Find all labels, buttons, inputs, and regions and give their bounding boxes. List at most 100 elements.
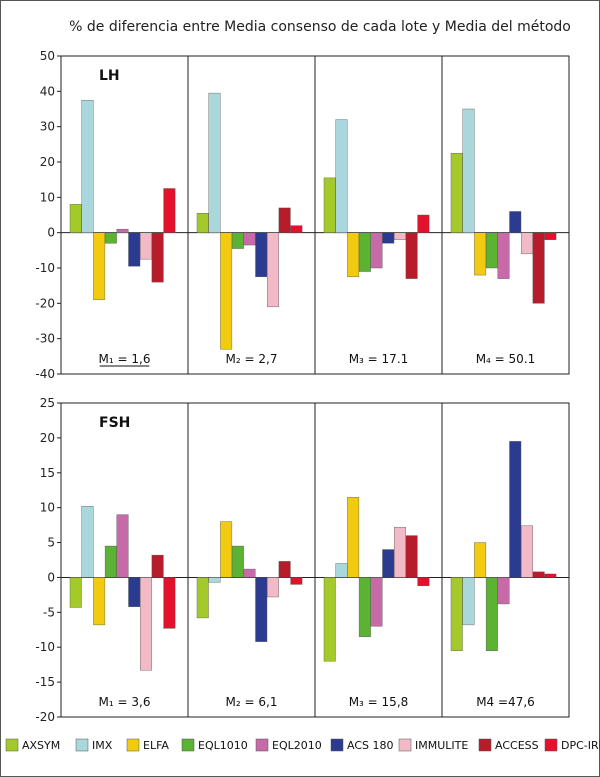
bar bbox=[93, 577, 106, 626]
legend-swatch bbox=[5, 738, 19, 752]
y-tick-label: 25 bbox=[40, 396, 55, 410]
legend-item: IMX bbox=[75, 738, 113, 752]
bar bbox=[93, 232, 106, 301]
bar bbox=[347, 497, 360, 578]
legend-label: AXSYM bbox=[22, 739, 60, 752]
bar bbox=[370, 577, 383, 627]
panel-lh: -40 -30 -20 -10 0 10 20 30 40 50 LH M₁ = 1,6 M₂ = 2,… bbox=[35, 49, 570, 381]
bar bbox=[509, 441, 522, 578]
bar-group: M₂ = 2,7 bbox=[196, 92, 303, 366]
legend-label: ACCESS bbox=[495, 739, 539, 752]
bar bbox=[243, 232, 256, 246]
y-tick-label: 20 bbox=[40, 155, 55, 169]
group-label: M₃ = 17.1 bbox=[349, 352, 409, 366]
bar bbox=[196, 577, 209, 619]
bar bbox=[485, 232, 498, 269]
legend-label: ELFA bbox=[143, 739, 169, 752]
bar bbox=[521, 232, 533, 255]
group-label: M₄ = 50.1 bbox=[476, 352, 536, 366]
group-label: M₂ = 6,1 bbox=[226, 695, 278, 709]
bar bbox=[462, 577, 475, 626]
bar bbox=[163, 188, 176, 233]
bar bbox=[267, 577, 279, 598]
y-tick-label: -20 bbox=[35, 296, 55, 310]
bar bbox=[208, 92, 221, 233]
bar-group: M₃ = 15,8 bbox=[323, 497, 430, 709]
bar bbox=[139, 577, 152, 671]
group-label: M₁ = 1,6 bbox=[99, 352, 151, 366]
y-tick-label: -15 bbox=[35, 675, 55, 689]
bar bbox=[485, 577, 498, 651]
y-tick-label: 50 bbox=[40, 49, 55, 63]
bar bbox=[532, 571, 545, 578]
y-tick-label: 0 bbox=[47, 226, 55, 240]
bar-group: M₄ = 50.1 bbox=[450, 108, 557, 366]
bar bbox=[81, 506, 94, 578]
bar-group: M₁ = 1,6 bbox=[69, 99, 176, 367]
bar bbox=[544, 232, 557, 240]
bar bbox=[163, 577, 176, 629]
bar bbox=[544, 573, 557, 578]
bar bbox=[347, 232, 360, 278]
bar bbox=[462, 108, 475, 233]
legend-swatch bbox=[181, 738, 195, 752]
bar bbox=[116, 514, 129, 578]
bar-group: M₁ = 3,6 bbox=[69, 506, 176, 709]
bar bbox=[128, 577, 141, 607]
bar bbox=[358, 232, 371, 272]
bar bbox=[290, 577, 303, 585]
bar bbox=[521, 525, 533, 578]
bar bbox=[532, 232, 545, 304]
y-tick-label: 30 bbox=[40, 120, 55, 134]
bar bbox=[474, 232, 487, 276]
group-label: M₃ = 15,8 bbox=[349, 695, 409, 709]
legend-label: ACS 180 bbox=[347, 739, 394, 752]
group-label: M₁ = 3,6 bbox=[99, 695, 151, 709]
bar bbox=[323, 577, 336, 662]
y-tick-label: -30 bbox=[35, 332, 55, 346]
bar bbox=[231, 232, 244, 249]
legend-item: AXSYM bbox=[5, 738, 60, 752]
legend-label: DPC-IRMA bbox=[561, 739, 600, 752]
legend-item: ELFA bbox=[126, 738, 169, 752]
legend-swatch bbox=[126, 738, 140, 752]
legend-label: EQL1010 bbox=[198, 739, 248, 752]
y-tick-label: 5 bbox=[47, 536, 55, 550]
bar bbox=[196, 213, 209, 233]
bar-group: M₃ = 17.1 bbox=[323, 119, 430, 366]
bar bbox=[116, 228, 129, 233]
legend-item: EQL2010 bbox=[255, 738, 322, 752]
panel-label: FSH bbox=[99, 415, 130, 431]
bar bbox=[243, 568, 256, 578]
y-tick-label: 20 bbox=[40, 431, 55, 445]
panel-label: LH bbox=[99, 68, 120, 84]
bar bbox=[370, 232, 383, 269]
bar-group: M4 =47,6 bbox=[450, 441, 557, 709]
bar bbox=[497, 232, 510, 279]
bar bbox=[267, 232, 279, 308]
bar bbox=[104, 232, 117, 244]
bar bbox=[474, 542, 487, 578]
bar bbox=[255, 232, 268, 278]
legend-swatch bbox=[478, 738, 492, 752]
bar bbox=[335, 563, 348, 578]
bar-group: M₂ = 6,1 bbox=[196, 521, 303, 709]
bar bbox=[139, 232, 152, 260]
bar bbox=[69, 577, 82, 608]
bar bbox=[323, 177, 336, 233]
y-tick-label: -10 bbox=[35, 640, 55, 654]
bar bbox=[220, 521, 233, 578]
panel-fsh: -20 -15 -10 -5 0 5 10 15 20 25 FSH M₁ = 3,6 M₂ = 6,1… bbox=[35, 396, 570, 724]
legend-label: IMMULITE bbox=[415, 739, 468, 752]
bar bbox=[255, 577, 268, 642]
y-tick-label: 15 bbox=[40, 466, 55, 480]
bar bbox=[151, 232, 164, 283]
legend-item: ACCESS bbox=[478, 738, 539, 752]
legend-item: IMMULITE bbox=[398, 738, 468, 752]
bar bbox=[220, 232, 233, 350]
legend-swatch bbox=[75, 738, 89, 752]
y-tick-label: -40 bbox=[35, 367, 55, 381]
